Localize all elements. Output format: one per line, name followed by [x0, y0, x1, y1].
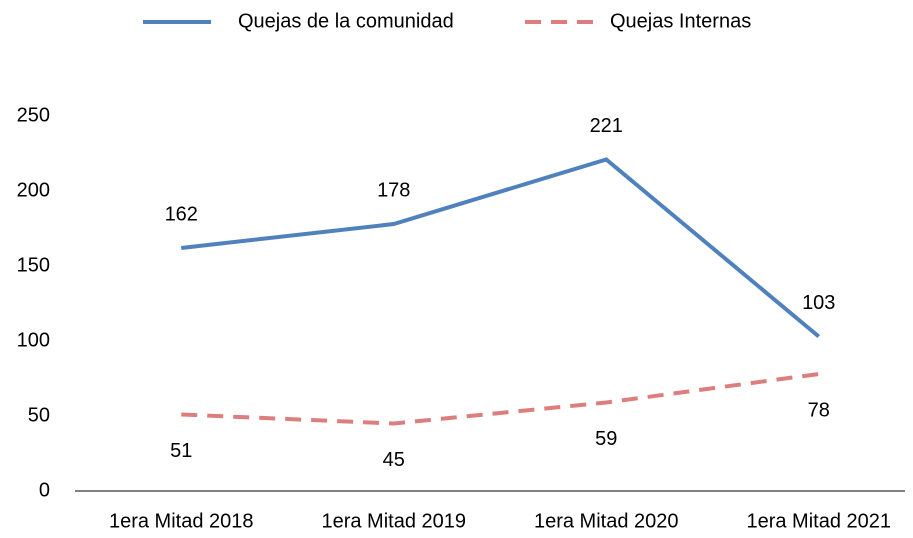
y-tick-label: 200 [17, 179, 50, 201]
y-tick-label: 50 [28, 404, 50, 426]
legend-label: Quejas Internas [610, 10, 751, 32]
data-label: 178 [377, 179, 410, 201]
data-label: 103 [802, 292, 835, 314]
x-tick-label: 1era Mitad 2020 [534, 510, 679, 532]
legend-label: Quejas de la comunidad [238, 10, 454, 32]
x-tick-label: 1era Mitad 2019 [321, 510, 466, 532]
data-label: 78 [808, 399, 830, 421]
data-label: 51 [170, 440, 192, 462]
data-label: 221 [590, 115, 623, 137]
y-tick-label: 0 [39, 479, 50, 501]
y-tick-label: 150 [17, 254, 50, 276]
data-label: 45 [383, 449, 405, 471]
series-line [181, 372, 820, 426]
x-tick-label: 1era Mitad 2018 [109, 510, 254, 532]
data-label: 59 [595, 428, 617, 450]
x-tick-label: 1era Mitad 2021 [746, 510, 891, 532]
series-line [181, 157, 821, 339]
y-tick-label: 100 [17, 329, 50, 351]
y-tick-label: 250 [17, 104, 50, 126]
data-label: 162 [165, 203, 198, 225]
